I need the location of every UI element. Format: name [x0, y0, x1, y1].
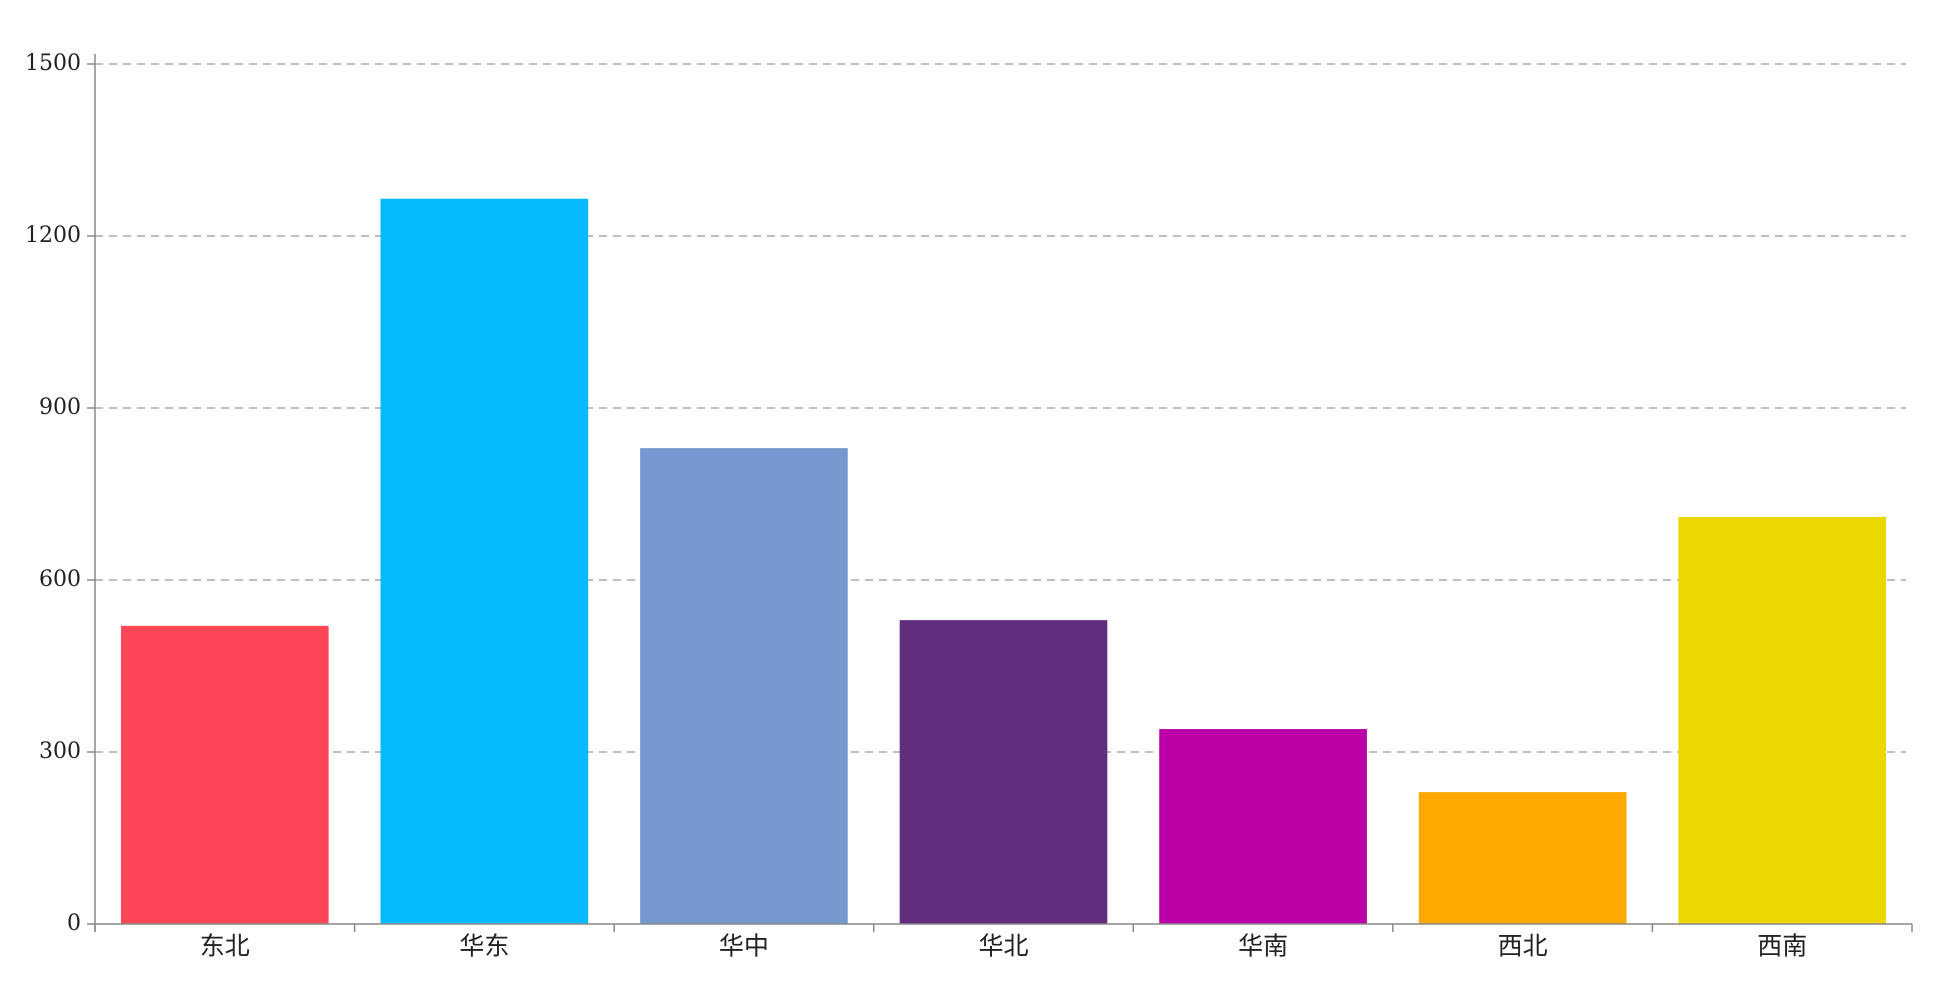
- x-tick-label: 东北: [200, 932, 250, 961]
- bar: [380, 198, 589, 924]
- bar: [1159, 729, 1367, 924]
- x-tick-label: 华北: [978, 932, 1028, 961]
- bar: [120, 625, 329, 924]
- x-tick-label: 华南: [1238, 932, 1288, 961]
- bar: [1678, 516, 1887, 924]
- y-tick-label: 1500: [25, 51, 81, 76]
- y-tick-label: 0: [67, 911, 81, 936]
- x-tick-label: 华中: [719, 932, 769, 961]
- y-tick-label: 1200: [25, 223, 81, 248]
- x-tick-label: 西北: [1498, 932, 1548, 961]
- x-tick-label: 华东: [459, 932, 509, 961]
- bar: [640, 448, 848, 924]
- y-tick-label: 300: [39, 739, 81, 764]
- bar: [1418, 792, 1627, 924]
- x-tick-label: 西南: [1757, 932, 1807, 961]
- y-tick-label: 900: [39, 395, 81, 420]
- y-tick-label: 600: [39, 567, 81, 592]
- bar: [899, 620, 1108, 924]
